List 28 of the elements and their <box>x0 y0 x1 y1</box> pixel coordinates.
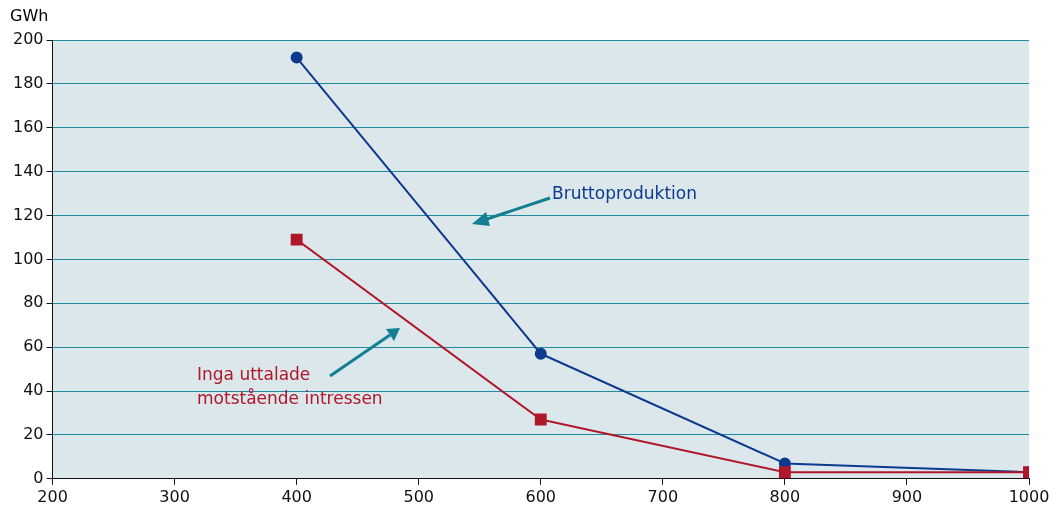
y-tick-label: 0 <box>33 467 44 487</box>
x-tick-label: 600 <box>525 486 557 506</box>
y-tick-label: 100 <box>12 248 44 268</box>
point <box>290 51 303 64</box>
point <box>534 413 547 426</box>
x-tick-label: 200 <box>37 486 68 506</box>
y-tick-label: 200 <box>12 29 44 49</box>
y-axis-title: GWh <box>10 6 49 25</box>
y-tick-label: 60 <box>23 336 44 356</box>
y-tick-label: 40 <box>23 380 44 400</box>
x-tick-label: 300 <box>159 486 190 506</box>
point <box>534 347 547 360</box>
x-tick-label: 900 <box>891 486 923 506</box>
point <box>290 233 303 246</box>
y-tick-label: 80 <box>23 292 44 312</box>
x-tick-label: 400 <box>281 486 312 506</box>
text: Inga uttalade motstående intressen <box>197 363 384 410</box>
text: Bruttoproduktion <box>552 182 697 205</box>
x-tick-label: 1000 <box>1008 486 1050 506</box>
y-tick-label: 120 <box>12 204 44 224</box>
x-tick-label: 700 <box>647 486 679 506</box>
x-tick-label: 500 <box>403 486 434 506</box>
y-tick-label: 20 <box>23 424 44 444</box>
y-tick-label: 160 <box>12 116 44 136</box>
y-tick-label: 180 <box>12 73 44 93</box>
y-tick-label: 140 <box>12 160 44 180</box>
point <box>778 466 791 479</box>
x-tick-label: 800 <box>769 486 801 506</box>
